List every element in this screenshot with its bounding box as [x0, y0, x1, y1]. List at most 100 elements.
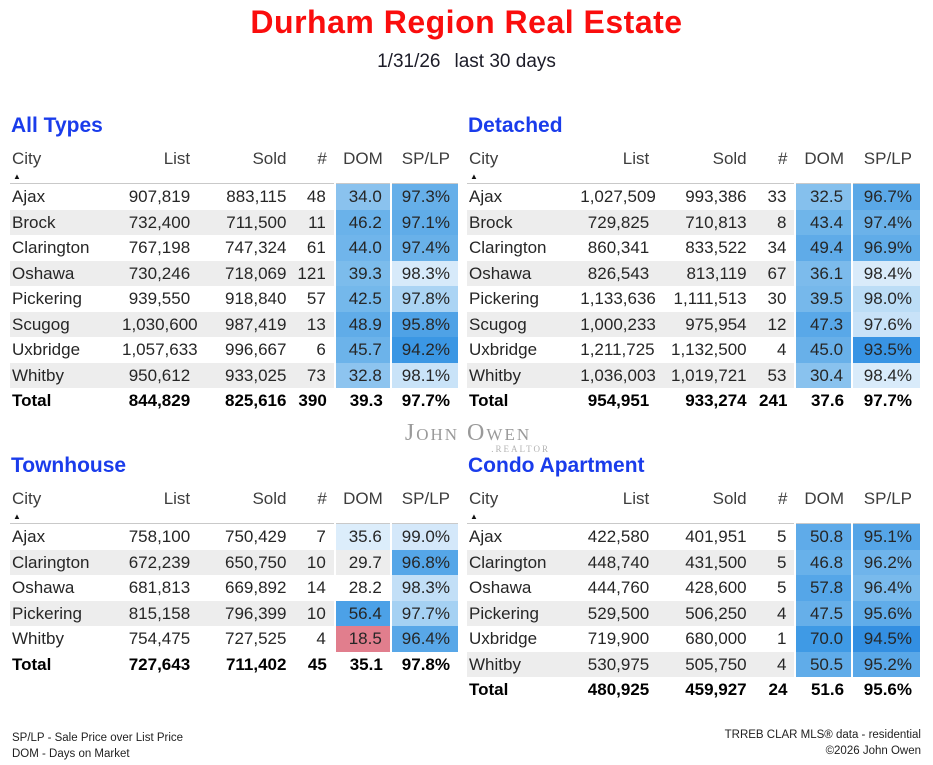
- count-cell: 4: [776, 654, 787, 674]
- total-dom-cell: 39.3: [349, 391, 383, 410]
- count-cell: 5: [776, 578, 787, 597]
- report-period: last 30 days: [454, 51, 556, 72]
- column-header-list[interactable]: List: [122, 487, 199, 524]
- table-row: Pickering 939,550 918,840 57 42.5 97.8%: [10, 286, 458, 312]
- sold-price-cell: 428,600: [685, 578, 747, 597]
- dom-cell: 32.5: [794, 183, 853, 210]
- total-label-cell: Total: [469, 680, 509, 699]
- splp-cell: 95.2%: [851, 651, 920, 677]
- count-cell: 5: [776, 552, 787, 572]
- column-header-city[interactable]: City ▲: [10, 487, 122, 524]
- table-row: Pickering 815,158 796,399 10 56.4 97.7%: [10, 600, 458, 626]
- city-cell: Oshawa: [469, 578, 532, 597]
- table-row: Whitby 530,975 505,750 4 50.5 95.2%: [467, 651, 920, 677]
- dom-cell: 42.5: [333, 286, 391, 312]
- column-header-sold[interactable]: Sold: [198, 487, 295, 524]
- list-price-cell: 950,612: [128, 365, 191, 385]
- splp-cell: 96.8%: [389, 549, 458, 575]
- table-row: Uxbridge 1,211,725 1,132,500 4 45.0 93.5%: [467, 337, 920, 363]
- column-header-city[interactable]: City ▲: [467, 487, 581, 524]
- column-header-sold[interactable]: Sold: [657, 487, 755, 524]
- sold-price-cell: 505,750: [685, 654, 747, 674]
- legend-footer: SP/LP - Sale Price over List Price DOM -…: [12, 730, 183, 762]
- city-cell: Scugog: [12, 314, 70, 334]
- sold-price-cell: 750,429: [225, 527, 287, 546]
- sold-price-cell: 506,250: [685, 603, 747, 623]
- dom-cell: 47.3: [794, 311, 853, 337]
- column-header-sold[interactable]: Sold: [198, 147, 295, 184]
- dom-cell: 44.0: [333, 235, 391, 261]
- total-label-cell: Total: [469, 391, 509, 410]
- column-header-row: City ▲ List Sold # DOM SP/LP: [467, 487, 920, 524]
- table-row: Uxbridge 719,900 680,000 1 70.0 94.5%: [467, 626, 920, 652]
- count-cell: 30: [767, 289, 787, 308]
- column-header-list[interactable]: List: [580, 487, 658, 524]
- total-count-cell: 241: [759, 391, 788, 410]
- column-header-splp[interactable]: SP/LP: [852, 487, 920, 524]
- count-cell: 61: [306, 238, 326, 257]
- sort-ascending-icon: ▲: [470, 512, 478, 521]
- splp-cell: 96.9%: [851, 235, 920, 261]
- splp-cell: 94.2%: [389, 337, 458, 363]
- sold-price-cell: 1,132,500: [671, 340, 747, 359]
- list-price-cell: 939,550: [128, 289, 191, 308]
- section-title-townhouse: Townhouse: [11, 454, 127, 477]
- column-label: City: [12, 489, 42, 508]
- city-cell: Brock: [12, 212, 56, 232]
- table-row: Scugog 1,030,600 987,419 13 48.9 95.8%: [10, 311, 458, 337]
- dom-cell: 50.5: [794, 651, 853, 677]
- column-header-splp[interactable]: SP/LP: [390, 147, 458, 184]
- city-cell: Ajax: [12, 527, 46, 546]
- table-row: Oshawa 730,246 718,069 121 39.3 98.3%: [10, 260, 458, 286]
- column-header-sold[interactable]: Sold: [657, 147, 755, 184]
- column-header-list[interactable]: List: [122, 147, 199, 184]
- column-header-dom[interactable]: DOM: [334, 487, 391, 524]
- total-dom-cell: 51.6: [810, 680, 845, 699]
- list-price-cell: 1,000,233: [580, 314, 656, 334]
- column-header-city[interactable]: City ▲: [10, 147, 122, 184]
- table-all-types: City ▲ List Sold # DOM SP/LP Ajax 907,819 8…: [10, 147, 458, 414]
- sold-price-cell: 1,019,721: [671, 365, 747, 385]
- sold-price-cell: 650,750: [225, 552, 287, 572]
- list-price-cell: 730,246: [128, 263, 191, 283]
- splp-cell: 97.1%: [389, 209, 458, 235]
- city-cell: Clarington: [12, 238, 90, 257]
- column-header-count[interactable]: #: [294, 147, 335, 184]
- city-cell: Clarington: [12, 552, 90, 572]
- dom-cell: 32.8: [333, 362, 391, 388]
- column-header-dom[interactable]: DOM: [334, 147, 391, 184]
- sold-price-cell: 993,386: [685, 187, 747, 206]
- splp-cell: 98.4%: [851, 260, 920, 286]
- city-cell: Oshawa: [12, 263, 75, 283]
- column-header-splp[interactable]: SP/LP: [852, 147, 920, 184]
- column-header-count[interactable]: #: [754, 487, 796, 524]
- dom-cell: 50.8: [794, 523, 853, 550]
- column-header-dom[interactable]: DOM: [795, 487, 853, 524]
- sort-ascending-icon: ▲: [470, 172, 478, 181]
- city-cell: Whitby: [469, 365, 521, 385]
- sold-price-cell: 727,525: [225, 629, 287, 648]
- section-title-all-types: All Types: [11, 114, 103, 137]
- column-header-city[interactable]: City ▲: [467, 147, 581, 184]
- dom-cell: 45.7: [333, 337, 391, 363]
- total-splp-cell: 97.7%: [401, 391, 450, 410]
- sold-price-cell: 833,522: [685, 238, 747, 257]
- data-source-note: TRREB CLAR MLS® data - residential: [724, 729, 921, 741]
- splp-cell: 97.4%: [389, 235, 458, 261]
- count-cell: 4: [316, 629, 326, 648]
- column-header-splp[interactable]: SP/LP: [390, 487, 458, 524]
- sold-price-cell: 996,667: [225, 340, 287, 359]
- column-header-count[interactable]: #: [294, 487, 335, 524]
- splp-cell: 99.0%: [389, 523, 458, 550]
- table-row: Clarington 448,740 431,500 5 46.8 96.2%: [467, 549, 920, 575]
- list-price-cell: 729,825: [587, 212, 650, 232]
- splp-cell: 97.4%: [851, 209, 920, 235]
- attribution-footer: TRREB CLAR MLS® data - residential ©2026…: [725, 727, 921, 759]
- dom-cell: 30.4: [794, 362, 853, 388]
- table-row: Ajax 907,819 883,115 48 34.0 97.3%: [10, 183, 458, 210]
- column-header-count[interactable]: #: [754, 147, 796, 184]
- column-header-dom[interactable]: DOM: [795, 147, 853, 184]
- table-townhouse: City ▲ List Sold # DOM SP/LP Ajax 758,100 7…: [10, 487, 458, 678]
- sold-price-cell: 975,954: [685, 314, 747, 334]
- column-header-list[interactable]: List: [580, 147, 658, 184]
